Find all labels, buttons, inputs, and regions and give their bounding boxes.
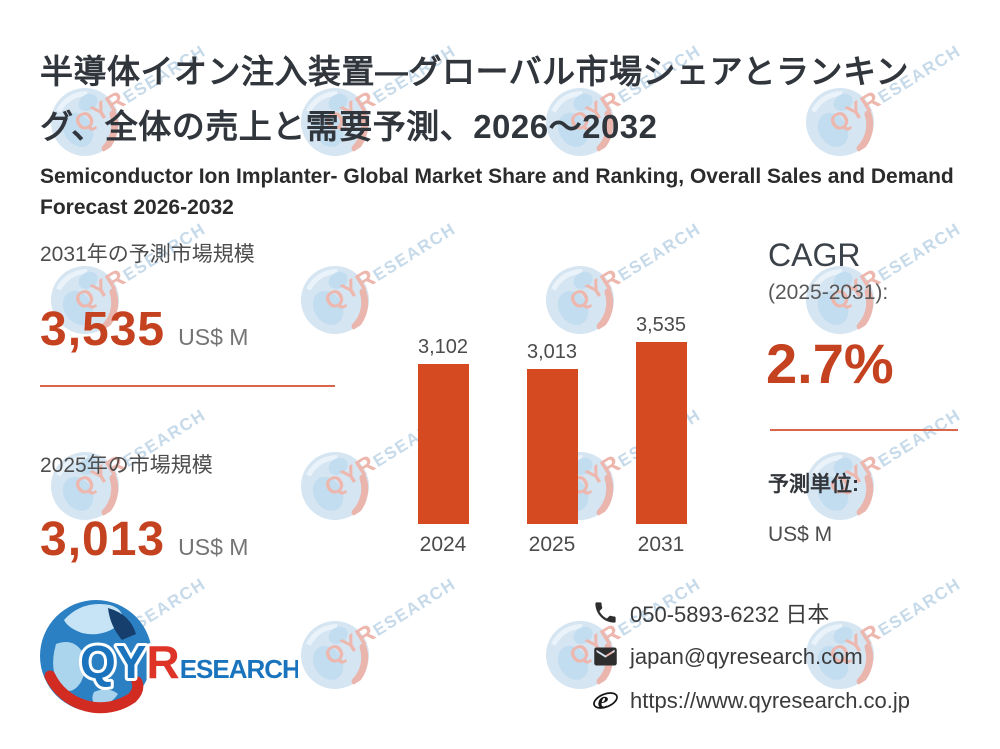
qyresearch-logo-graphic: QYRESEARCH <box>40 600 304 714</box>
logo-text-qy: QY <box>80 636 146 688</box>
bar <box>526 369 578 524</box>
bar-value-label: 3,535 <box>635 314 687 336</box>
contact-website[interactable]: https://www.qyresearch.co.jp <box>630 687 911 713</box>
divider-left <box>40 385 335 387</box>
email-icon <box>594 647 617 666</box>
bar-column: 3,013 2025 <box>510 340 594 558</box>
contact-email-row: japan@qyresearch.com <box>592 641 910 672</box>
stat-2031-label: 2031年の予測市場規模 <box>40 243 255 266</box>
cagr-period: (2025-2031): <box>768 281 889 304</box>
contact-phone: 050-5893-6232 日本 <box>630 601 830 627</box>
forecast-unit-label: 予測単位: <box>768 473 859 496</box>
phone-icon <box>595 602 616 623</box>
bar-chart: 3,102 2024 3,013 2025 3,535 2031 <box>401 304 703 558</box>
bar-category-label: 2031 <box>637 533 685 556</box>
stat-2025-value-row: 3,013 US$ M <box>40 512 248 567</box>
stat-2031-unit: US$ M <box>178 324 249 350</box>
bar <box>417 364 469 524</box>
bar-category-label: 2024 <box>419 533 467 556</box>
svg-text:QYRESEARCH: QYRESEARCH <box>80 636 298 688</box>
bar <box>635 342 687 524</box>
forecast-unit-value: US$ M <box>768 523 833 546</box>
stat-2031-value: 3,535 <box>40 303 166 356</box>
cagr-value: 2.7% <box>766 332 894 395</box>
cagr-title: CAGR <box>768 237 861 273</box>
qyresearch-logo: QYRESEARCH <box>36 594 304 727</box>
bar-category-label: 2025 <box>528 533 576 556</box>
divider-right <box>770 429 958 431</box>
bar-value-label: 3,013 <box>526 341 578 363</box>
contact-block: 050-5893-6232 日本 japan@qyresearch.com e … <box>592 597 910 729</box>
contact-website-row: e https://www.qyresearch.co.jp <box>592 685 910 716</box>
browser-e-icon: e <box>593 688 618 714</box>
bar-value-label: 3,102 <box>417 336 469 358</box>
page-subtitle: Semiconductor Ion Implanter- Global Mark… <box>40 165 954 219</box>
stat-2031-value-row: 3,535 US$ M <box>40 302 248 357</box>
bar-column: 3,102 2024 <box>401 335 485 558</box>
page-title: 半導体イオン注入装置—グローバル市場シェアとランキング、全体の売上と需要予測、2… <box>40 53 910 145</box>
stat-2025-unit: US$ M <box>178 534 249 560</box>
logo-text-r: R <box>146 636 179 688</box>
stat-2025-label: 2025年の市場規模 <box>40 454 213 477</box>
logo-text-esearch: ESEARCH <box>180 654 298 684</box>
bar-column: 3,535 2031 <box>619 313 703 558</box>
svg-text:e: e <box>598 688 609 714</box>
contact-phone-row: 050-5893-6232 日本 <box>592 597 910 628</box>
contact-email[interactable]: japan@qyresearch.com <box>630 643 863 669</box>
stat-2025-value: 3,013 <box>40 513 166 566</box>
